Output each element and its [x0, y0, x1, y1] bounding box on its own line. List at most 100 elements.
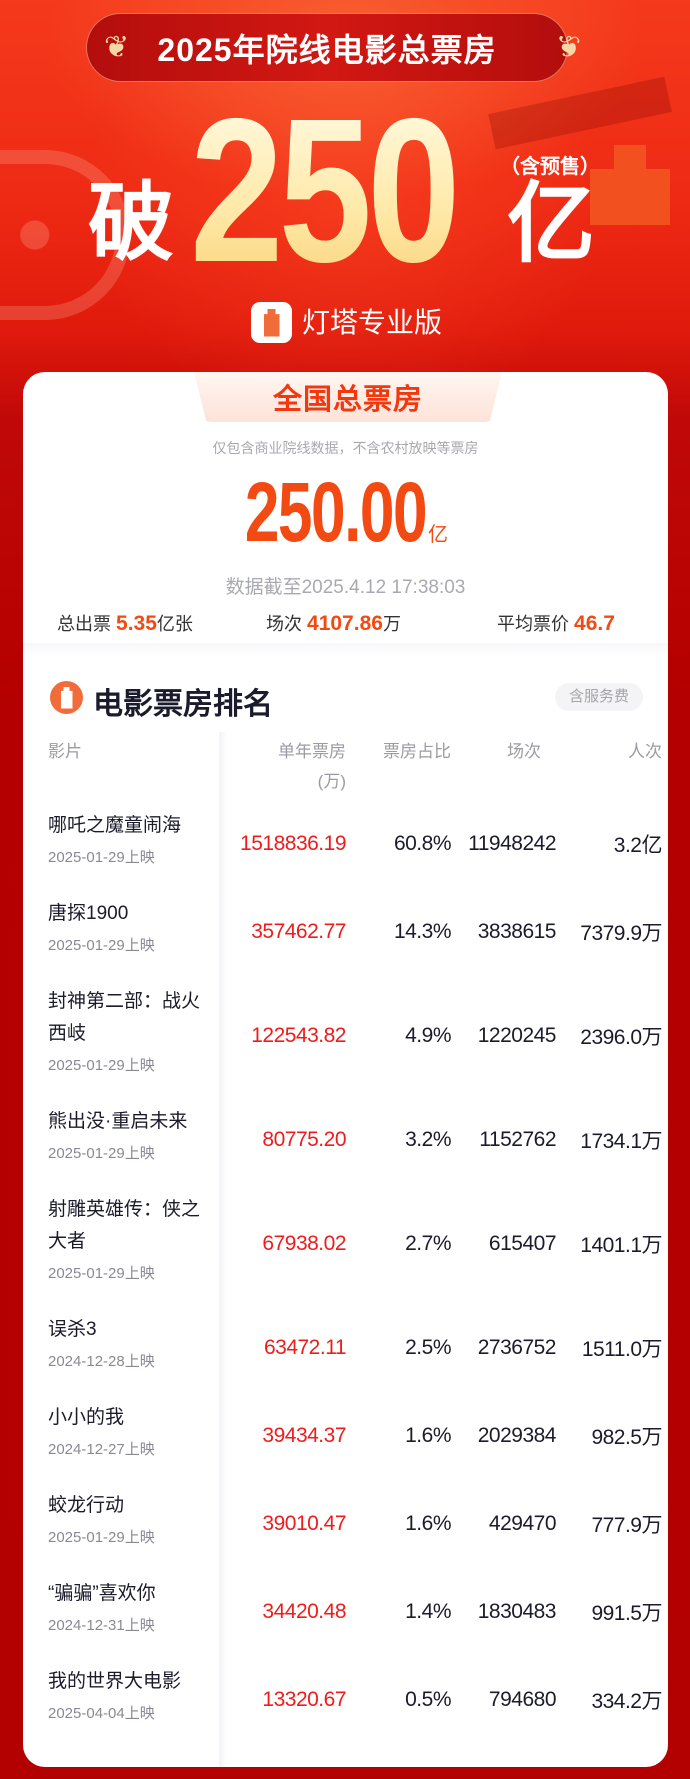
service-fee-badge[interactable]: 含服务费 — [555, 683, 643, 711]
sticky-column-shadow — [219, 732, 227, 1767]
table-row[interactable]: 蛟龙行动 2025-01-29上映 39010.47 1.6% 429470 777.9万 — [23, 1480, 668, 1568]
banner-unit: 亿 — [507, 174, 596, 273]
audience-value: 1511.0万 — [581, 1338, 663, 1361]
box-office-value: 80775.20 — [262, 1128, 346, 1151]
shows-value: 3838615 — [477, 920, 557, 943]
table-row[interactable]: 误杀3 2024-12-28上映 63472.11 2.5% 2736752 1511.0… — [23, 1304, 668, 1392]
release-date: 2024-12-31上映 — [48, 1617, 155, 1634]
shows-value: 11948242 — [468, 832, 556, 855]
table-row[interactable]: “骗骗”喜欢你 2024-12-31上映 34420.48 1.4% 1830483 99… — [23, 1568, 668, 1656]
stat-label: 场次 — [266, 614, 302, 634]
ranking-table: 哪吒之魔童闹海 2025-01-29上映 1518836.19 60.8% 119482… — [23, 800, 668, 1744]
table-row[interactable]: 唐探1900 2025-01-29上映 357462.77 14.3% 3838615 7… — [23, 888, 668, 976]
stat-unit: 亿张 — [156, 614, 193, 634]
stat-value: 46.7 — [574, 612, 615, 635]
film-name[interactable]: 误杀3 — [48, 1319, 97, 1340]
table-row[interactable]: 我的世界大电影 2025-04-04上映 13320.67 0.5% 794680 334… — [23, 1656, 668, 1744]
share-value: 60.8% — [393, 832, 452, 855]
table-row[interactable]: 射雕英雄传：侠之大者 2025-01-29上映 67938.02 2.7% 615407… — [23, 1184, 668, 1304]
audience-value: 334.2万 — [591, 1690, 662, 1713]
audience-value: 1401.1万 — [580, 1234, 662, 1257]
share-value: 4.9% — [405, 1024, 451, 1047]
film-name[interactable]: 唐探1900 — [48, 903, 129, 924]
lighthouse-logo-icon — [251, 302, 292, 343]
table-row[interactable]: 小小的我 2024-12-27上映 39434.37 1.6% 2029384 982.5… — [23, 1392, 668, 1480]
laurel-right-icon: ❦ — [556, 31, 582, 64]
share-value: 2.5% — [405, 1336, 451, 1359]
lighthouse-icon — [50, 681, 83, 714]
audience-value: 3.2亿 — [613, 834, 663, 857]
share-value: 0.5% — [405, 1688, 451, 1711]
film-name[interactable]: 熊出没·重启未来 — [48, 1111, 188, 1132]
release-date: 2025-01-29上映 — [48, 937, 155, 954]
audience-value: 1734.1万 — [580, 1130, 662, 1153]
section-divider — [23, 643, 668, 657]
audience-value: 991.5万 — [591, 1602, 662, 1625]
box-office-value: 1518836.19 — [240, 832, 346, 855]
film-name[interactable]: 我的世界大电影 — [48, 1671, 182, 1692]
stat-tickets: 总出票 5.35亿张 — [57, 610, 193, 636]
shows-value: 2736752 — [477, 1336, 557, 1359]
table-row[interactable]: 熊出没·重启未来 2025-01-29上映 80775.20 3.2% 1152762 1… — [23, 1096, 668, 1184]
stat-value: 5.35 — [116, 612, 157, 635]
box-office-value: 34420.48 — [262, 1600, 346, 1623]
stat-label: 总出票 — [57, 614, 111, 634]
banner-title-text: 2025年院线电影总票房 — [157, 31, 497, 68]
total-value: 250.00 — [244, 465, 428, 559]
release-date: 2024-12-28上映 — [48, 1353, 155, 1370]
release-date: 2025-01-29上映 — [48, 1529, 155, 1546]
box-office-value: 67938.02 — [262, 1232, 346, 1255]
table-row[interactable]: 封神第二部：战火西岐 2025-01-29上映 122543.82 4.9% 12202… — [23, 976, 668, 1096]
shows-value: 2029384 — [477, 1424, 557, 1447]
film-name[interactable]: 蛟龙行动 — [48, 1495, 125, 1516]
header-share[interactable]: 票房占比 — [383, 742, 451, 761]
shows-value: 794680 — [488, 1688, 557, 1711]
shows-value: 1152762 — [479, 1128, 556, 1151]
share-value: 1.6% — [405, 1512, 451, 1535]
shows-value: 1830483 — [477, 1600, 557, 1623]
stat-value: 4107.86 — [307, 612, 383, 635]
share-value: 3.2% — [405, 1128, 451, 1151]
box-office-value: 13320.67 — [262, 1688, 346, 1711]
data-scope-note: 仅包含商业院线数据，不含农村放映等票房 — [212, 440, 479, 456]
table-row[interactable]: 哪吒之魔童闹海 2025-01-29上映 1518836.19 60.8% 119482… — [23, 800, 668, 888]
film-name[interactable]: 哪吒之魔童闹海 — [48, 815, 182, 836]
laurel-left-icon: ❦ — [104, 31, 130, 64]
banner-prefix: 破 — [88, 175, 174, 271]
release-date: 2025-01-29上映 — [48, 1057, 155, 1074]
share-value: 1.6% — [405, 1424, 451, 1447]
data-timestamp: 数据截至2025.4.12 17:38:03 — [225, 577, 466, 598]
banner-amount: 250 — [190, 76, 461, 305]
film-name[interactable]: 小小的我 — [48, 1407, 125, 1428]
stat-label: 平均票价 — [497, 614, 569, 634]
shows-value: 1220245 — [477, 1024, 557, 1047]
release-date: 2024-12-27上映 — [48, 1441, 155, 1458]
film-name[interactable]: 封神第二部：战火西岐 — [48, 991, 201, 1044]
share-value: 1.4% — [405, 1600, 451, 1623]
stat-shows: 场次 4107.86万 — [266, 610, 401, 636]
shows-value: 615407 — [488, 1232, 557, 1255]
release-date: 2025-01-29上映 — [48, 1265, 155, 1282]
release-date: 2025-01-29上映 — [48, 1145, 155, 1162]
box-office-value: 122543.82 — [251, 1024, 346, 1047]
audience-value: 777.9万 — [591, 1514, 662, 1537]
audience-value: 2396.0万 — [580, 1026, 662, 1049]
audience-value: 982.5万 — [591, 1426, 662, 1449]
ranking-title: 电影票房排名 — [93, 688, 273, 721]
header-audience[interactable]: 人次 — [628, 742, 662, 761]
header-shows[interactable]: 场次 — [507, 742, 541, 761]
stat-avg-price: 平均票价 46.7 — [497, 610, 615, 636]
banner-note: （含预售） — [500, 156, 600, 178]
box-office-value: 39010.47 — [262, 1512, 346, 1535]
header-box-office[interactable]: 单年票房 — [278, 742, 346, 761]
national-box-office-tab: 全国总票房 — [194, 372, 502, 422]
film-name[interactable]: “骗骗”喜欢你 — [48, 1583, 156, 1604]
release-date: 2025-04-04上映 — [48, 1705, 155, 1722]
box-office-card: 全国总票房 仅包含商业院线数据，不含农村放映等票房 250.00亿 数据截至20… — [23, 372, 668, 1767]
box-office-value: 39434.37 — [262, 1424, 346, 1447]
header-film[interactable]: 影片 — [48, 742, 82, 761]
box-office-value: 63472.11 — [263, 1336, 347, 1359]
share-value: 14.3% — [393, 920, 452, 943]
film-name[interactable]: 射雕英雄传：侠之大者 — [48, 1199, 201, 1252]
box-office-value: 357462.77 — [251, 920, 346, 943]
